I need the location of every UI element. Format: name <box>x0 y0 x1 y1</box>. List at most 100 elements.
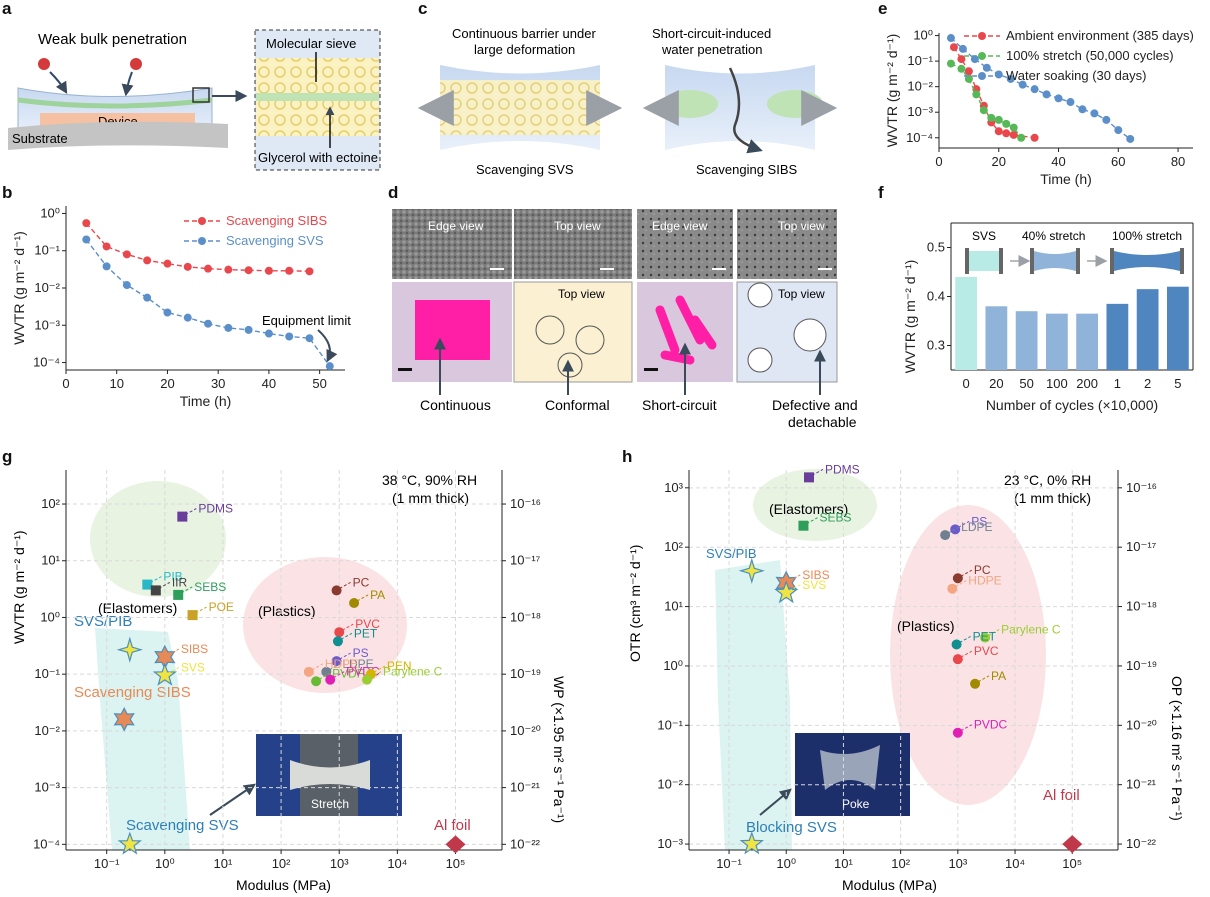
b-equipment-limit-label: Equipment limit <box>262 313 351 328</box>
g-ytick-label: 10² <box>41 496 60 511</box>
g-point-ldpe-leader <box>329 663 341 671</box>
h-xtick-label: 10⁵ <box>1062 856 1082 871</box>
g-xtick-label: 10⁴ <box>387 856 407 871</box>
g-point-pdms <box>177 511 188 522</box>
h-photo-label: Poke <box>842 797 870 811</box>
panel-a-title: Weak bulk penetration <box>38 31 187 48</box>
e-xtick-label: 40 <box>1051 154 1065 169</box>
e-xlabel: Time (h) <box>1040 171 1092 187</box>
h-point-svs-pib <box>738 557 765 584</box>
h-point-ldpe-leader <box>947 526 960 534</box>
h-point-pet-leader <box>959 636 971 643</box>
g-label-al-foil: Al foil <box>434 817 471 834</box>
g-point-pdms-label: PDMS <box>198 502 233 516</box>
b-legend-marker <box>198 217 206 225</box>
g-xtick-label: 10³ <box>330 856 349 871</box>
g-point-pc-label: PC <box>353 575 370 589</box>
e-data-point <box>964 74 973 83</box>
e-data-point <box>949 43 958 52</box>
f-bar <box>1166 286 1189 370</box>
substrate-label: Substrate <box>12 131 68 146</box>
h-point-parylene-c <box>980 632 991 643</box>
e-legend-label: Water soaking (30 days) <box>1006 68 1146 83</box>
h-ylabel-right: OP (×1.16 m² s⁻¹ Pa⁻¹) <box>1169 676 1185 821</box>
g-point-hdpe <box>303 666 314 677</box>
panel-a: a Weak bulk penetration Device Substrate… <box>2 0 381 171</box>
g-condition-1: 38 °C, 90% RH <box>382 472 477 488</box>
e-data-point <box>964 67 973 76</box>
f-xtick-label: 2 <box>1144 376 1151 391</box>
f-bar <box>1076 313 1099 370</box>
f-bar <box>1045 313 1068 370</box>
b-series-line <box>85 239 331 367</box>
g-ytick-label: 10⁻¹ <box>34 666 60 681</box>
panel-g-decor: g (Elastomers) (Plastics) Stretch 38 °C,… <box>2 447 477 850</box>
g-point-svs <box>152 662 177 686</box>
sem-top-sibs <box>737 209 837 279</box>
h-label-blocking-svs: Blocking SVS <box>746 819 837 836</box>
sieve-line <box>17 97 213 109</box>
h-point-pdms-label: PDMS <box>825 462 860 476</box>
h-condition-1: 23 °C, 0% RH <box>1004 472 1091 488</box>
e-xtick-label: 80 <box>1171 154 1185 169</box>
h-point-hdpe-label: HDPE <box>968 574 1001 588</box>
panel-f-schematic: f SVS 40% stretch 100% stretch <box>878 183 1184 274</box>
h-ytick-label: 10⁰ <box>663 658 683 673</box>
h-point-svs <box>774 580 799 604</box>
panel-d-letter: d <box>388 183 398 202</box>
h-point-ps-leader <box>957 520 970 528</box>
sem-edge-svs <box>392 209 512 279</box>
g-xtick-label: 10⁰ <box>155 856 175 871</box>
water-molecule-2 <box>130 58 142 70</box>
b-xtick-label: 0 <box>62 376 69 391</box>
b-data-point <box>183 262 192 271</box>
g-point-pa-leader <box>356 594 369 602</box>
h-xtick-label: 10² <box>891 856 910 871</box>
f-xtick-label: 50 <box>1019 376 1033 391</box>
h-point-ldpe-label: LDPE <box>961 520 992 534</box>
panel-g-letter: g <box>2 447 12 466</box>
panel-c-left-title-2: large deformation <box>474 42 575 57</box>
e-data-point <box>1054 94 1063 103</box>
panel-c-right-title-1: Short-circuit-induced <box>652 26 771 41</box>
g-right-tick-label: 10⁻¹⁹ <box>510 666 541 681</box>
h-point-pvc <box>952 654 963 665</box>
g-point-pvc-leader <box>341 623 354 631</box>
h-point-pvdc-label: PVDC <box>974 718 1008 732</box>
h-point-sebs-leader <box>806 517 818 525</box>
h-point-parylene-c-label: Parylene C <box>1001 623 1061 637</box>
sem-edge-sibs <box>637 209 733 279</box>
g-point-sibs-leader <box>167 648 180 656</box>
g-point-pet-label: PET <box>354 626 378 640</box>
h-condition-2: (1 mm thick) <box>1014 490 1091 506</box>
g-right-tick-label: 10⁻¹⁸ <box>510 609 541 624</box>
g-point-pet-leader <box>340 632 353 640</box>
h-right-tick-label: 10⁻¹⁹ <box>1126 658 1157 673</box>
e-data-point <box>957 64 966 73</box>
f-xtick-label: 1 <box>1114 376 1121 391</box>
b-ylabel: WVTR (g m⁻² d⁻¹) <box>11 231 27 345</box>
b-ytick-label: 10⁻¹ <box>34 243 60 258</box>
label-svs: SVS <box>972 229 996 243</box>
label-defective-2: detachable <box>788 414 857 430</box>
h-label-al-foil: Al foil <box>1043 787 1080 804</box>
b-xtick-label: 50 <box>312 376 326 391</box>
h-ytick-label: 10³ <box>664 480 683 495</box>
b-data-point <box>143 256 152 265</box>
g-xtick-label: 10² <box>272 856 291 871</box>
g-point-poe-label: POE <box>209 600 234 614</box>
e-legend-marker <box>978 32 986 40</box>
b-legend-label: Scavenging SVS <box>226 233 324 248</box>
h-group-elastomers: (Elastomers) <box>769 501 848 517</box>
e-data-point <box>1009 130 1018 139</box>
g-point-pc-leader <box>339 581 351 589</box>
e-data-point <box>958 44 967 53</box>
g-point-pvdc <box>325 674 336 685</box>
panel-c-right-title-2: water penetration <box>661 42 762 57</box>
g-ytick-label: 10⁻⁴ <box>33 836 60 851</box>
g-ytick-label: 10¹ <box>41 553 60 568</box>
g-point-iir-leader <box>158 581 171 589</box>
e-data-point <box>970 55 979 64</box>
e-data-point <box>1102 115 1111 124</box>
